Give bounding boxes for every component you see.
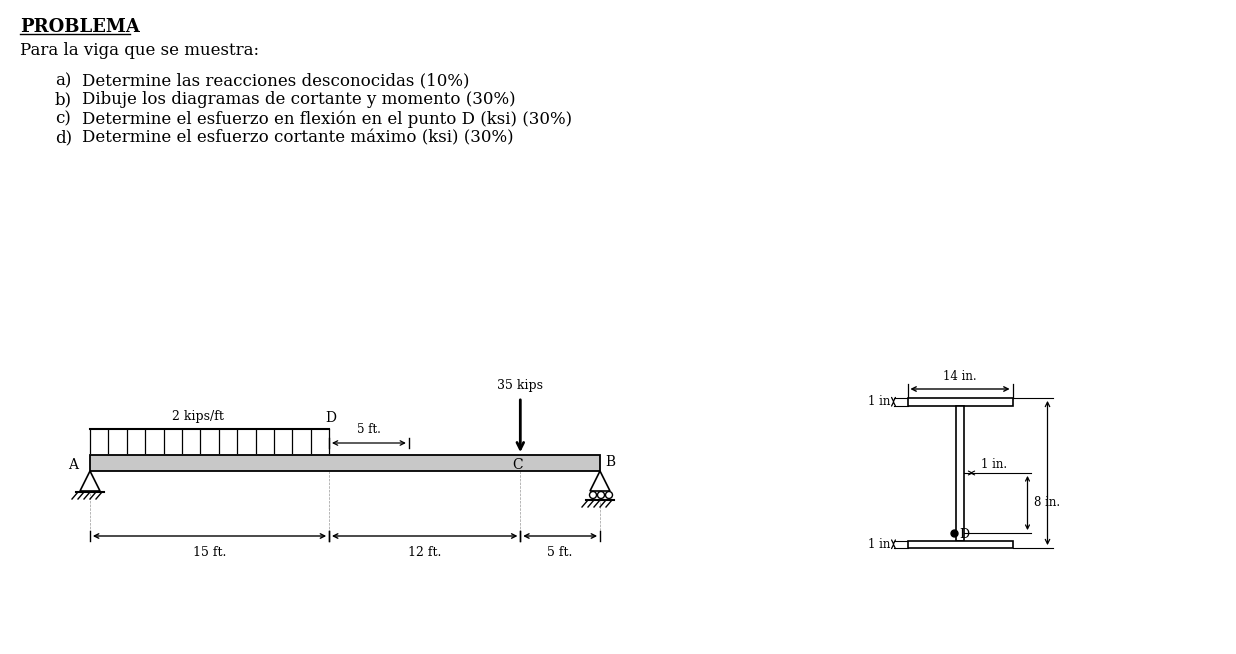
Text: 12 ft.: 12 ft. (408, 546, 441, 559)
Text: 1 in: 1 in (868, 538, 890, 551)
Text: D: D (325, 411, 336, 425)
Text: Para la viga que se muestra:: Para la viga que se muestra: (20, 42, 260, 59)
Circle shape (597, 492, 604, 498)
Polygon shape (80, 471, 100, 491)
Text: 15 ft.: 15 ft. (193, 546, 226, 559)
Bar (90, 455, 599, 471)
Circle shape (590, 492, 597, 498)
Bar (907, 540, 1012, 548)
Text: C: C (512, 458, 523, 472)
Text: 5 ft.: 5 ft. (548, 546, 572, 559)
Text: 1 in: 1 in (868, 395, 890, 408)
Text: 5 ft.: 5 ft. (357, 423, 381, 436)
Text: B: B (604, 455, 616, 469)
Text: A: A (68, 458, 78, 472)
Bar (957, 405, 964, 540)
Text: Dibuje los diagramas de cortante y momento (30%): Dibuje los diagramas de cortante y momen… (82, 91, 515, 108)
Text: c): c) (54, 110, 70, 127)
Bar (907, 398, 1012, 405)
Text: PROBLEMA: PROBLEMA (20, 18, 140, 36)
Circle shape (606, 492, 613, 498)
Text: Determine las reacciones desconocidas (10%): Determine las reacciones desconocidas (1… (82, 72, 470, 89)
Text: b): b) (54, 91, 72, 108)
Text: 2 kips/ft: 2 kips/ft (173, 410, 225, 423)
Text: Determine el esfuerzo cortante máximo (ksi) (30%): Determine el esfuerzo cortante máximo (k… (82, 129, 514, 146)
Text: 14 in.: 14 in. (943, 370, 976, 383)
Text: a): a) (54, 72, 72, 89)
Polygon shape (590, 471, 611, 491)
Text: Determine el esfuerzo en flexión en el punto D (ksi) (30%): Determine el esfuerzo en flexión en el p… (82, 110, 572, 128)
Text: 8 in.: 8 in. (1035, 496, 1060, 509)
Text: D: D (959, 528, 969, 540)
Text: 1 in.: 1 in. (981, 458, 1007, 471)
Text: 35 kips: 35 kips (497, 379, 544, 392)
Text: d): d) (54, 129, 72, 146)
